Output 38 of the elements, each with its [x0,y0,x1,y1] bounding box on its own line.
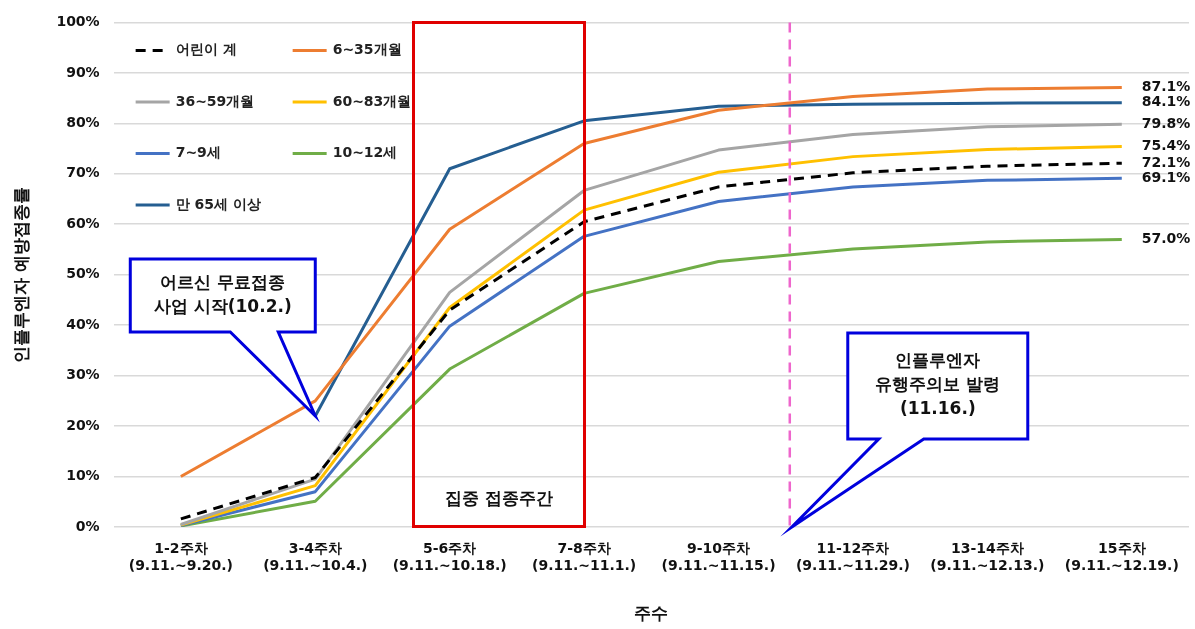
data-label: 87.1% [1141,78,1191,95]
data-label: 75.4% [1141,137,1191,154]
legend-label: 10~12세 [332,144,398,161]
y-tick-label: 80% [66,113,100,130]
x-tick-label: 1-2주차 (9.11.~9.20.) [128,540,233,573]
x-tick-label: 11-12주차 (9.11.~11.29.) [795,540,910,573]
x-tick-label: 13-14주차 (9.11.~12.13.) [930,540,1045,573]
y-tick-label: 50% [66,265,100,282]
data-label: 69.1% [1141,168,1191,185]
x-tick-label: 5-6주차 (9.11.~10.18.) [392,540,507,573]
legend-label: 60~83개월 [332,92,412,109]
data-label: 72.1% [1141,153,1191,170]
annotation: 인플루엔자 유행주의보 발령 (11.16.) [875,350,1001,419]
legend-label: 7~9세 [175,144,221,161]
legend-label: 6~35개월 [332,41,402,58]
x-axis-title: 주수 [634,603,669,624]
y-tick-label: 100% [56,13,100,30]
annotation: 어르신 무료접종 사업 시작(10.2.) [153,271,292,316]
x-tick-label: 7-8주차 (9.11.~11.1.) [531,540,637,573]
y-tick-label: 70% [66,164,100,181]
data-label: 79.8% [1141,114,1191,131]
x-tick-label: 15주차 (9.11.~12.19.) [1064,540,1179,573]
legend-label: 만 65세 이상 [175,195,261,212]
legend-label: 어린이 계 [175,41,237,58]
x-tick-label: 9-10주차 (9.11.~11.15.) [661,540,776,573]
y-tick-label: 30% [66,366,100,383]
data-label: 57.0% [1141,230,1191,247]
y-tick-label: 0% [75,517,100,534]
y-axis-title: 인플루엔자 예방접종률 [10,186,31,363]
legend-label: 36~59개월 [175,92,255,109]
y-tick-label: 10% [66,467,100,484]
x-tick-label: 3-4주차 (9.11.~10.4.) [263,540,368,573]
annotation: 집중 접종주간 [444,488,553,509]
y-tick-label: 40% [66,315,100,332]
y-tick-label: 90% [66,63,100,80]
y-tick-label: 60% [66,214,100,231]
y-tick-label: 20% [66,416,100,433]
data-label: 84.1% [1141,93,1191,110]
